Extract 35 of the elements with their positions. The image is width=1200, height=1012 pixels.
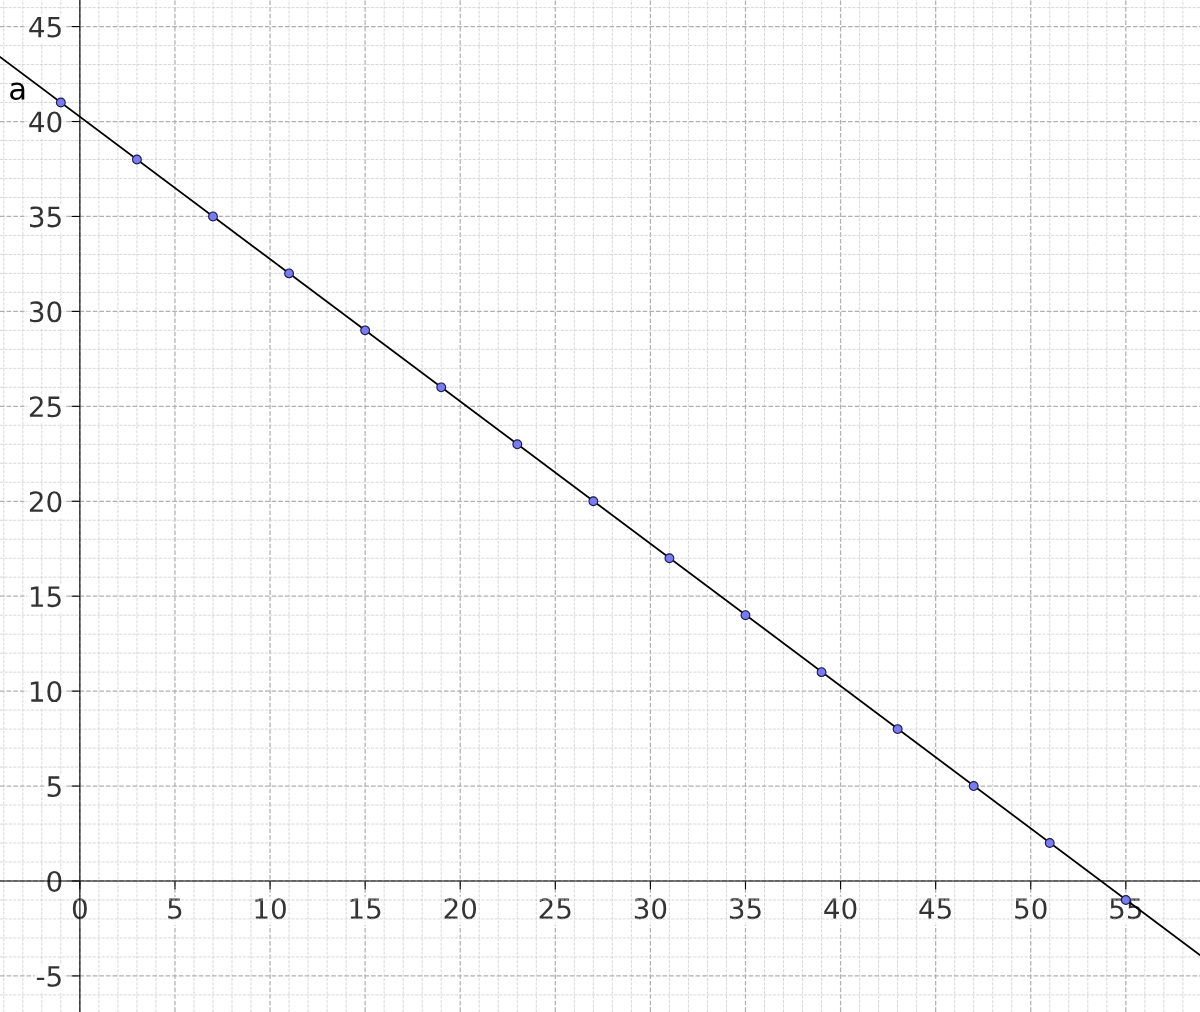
point (664, 553, 675, 564)
point (208, 211, 218, 222)
point (588, 496, 599, 507)
x-tick-label: 10 (255, 898, 286, 920)
y-tick-label: 10 (30, 681, 62, 703)
point (968, 781, 979, 792)
point (1044, 838, 1055, 848)
x-tick-label: 20 (444, 898, 477, 920)
point (284, 268, 295, 279)
point (892, 724, 903, 735)
x-tick-label: 35 (729, 898, 761, 920)
y-tick-label: 35 (29, 206, 61, 228)
series-label: a (10, 82, 25, 101)
y-tick-label: 20 (29, 491, 62, 513)
point (55, 97, 66, 108)
y-tick-label: 30 (29, 301, 62, 323)
x-tick-label: 30 (634, 898, 667, 920)
x-tick-label: 45 (919, 898, 951, 920)
x-tick-label: 50 (1015, 898, 1047, 920)
y-tick-label: 5 (47, 776, 61, 797)
y-tick-label: 45 (29, 16, 61, 38)
x-tick-label: 15 (350, 898, 381, 920)
point (512, 439, 523, 450)
y-tick-label: 25 (29, 396, 61, 418)
point (360, 325, 371, 336)
point (740, 610, 751, 621)
x-tick-label: 40 (824, 898, 857, 920)
y-tick-label: -5 (36, 966, 61, 987)
x-tick-label: 25 (539, 898, 571, 920)
x-tick-label: 5 (168, 898, 182, 920)
point (816, 667, 827, 678)
point (436, 382, 447, 393)
y-tick-label: 15 (30, 586, 61, 608)
y-tick-label: 40 (29, 111, 62, 133)
point (131, 154, 142, 165)
